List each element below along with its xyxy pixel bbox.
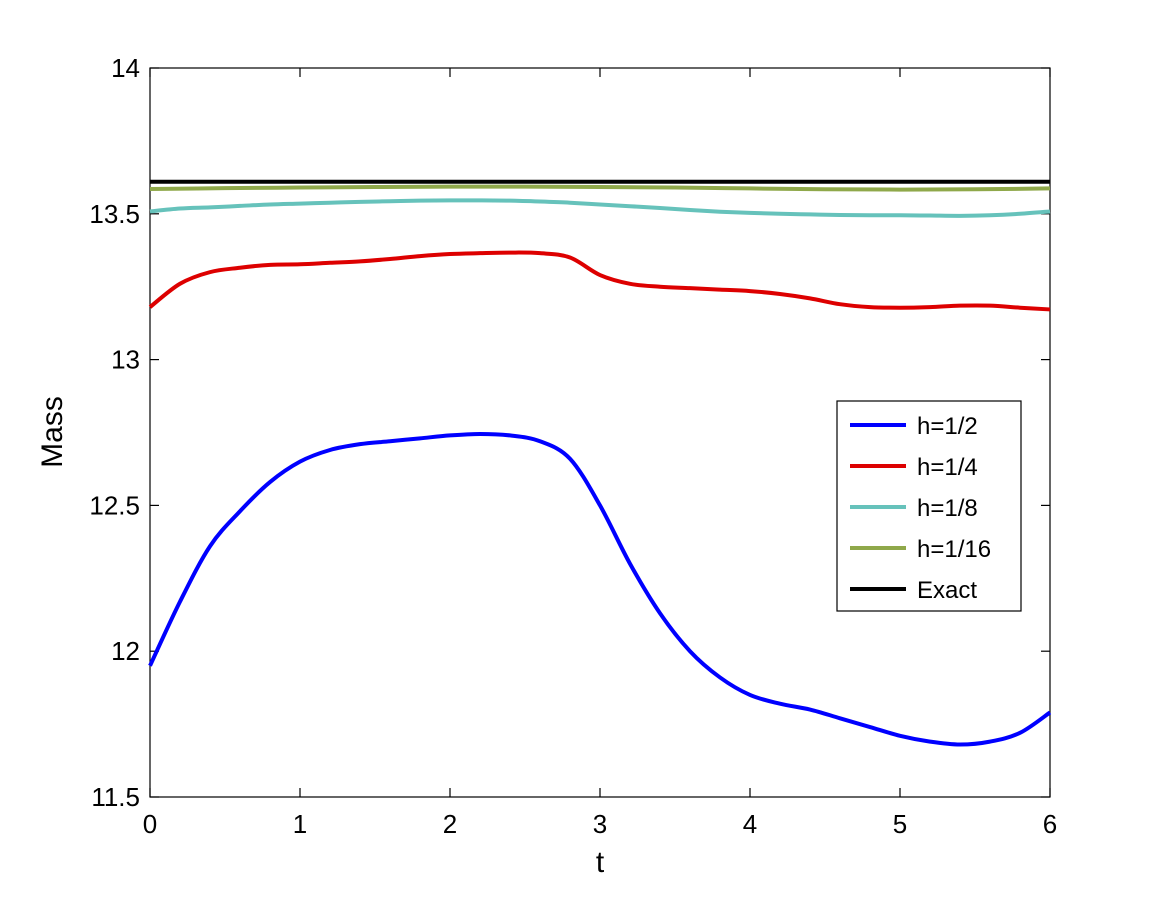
legend-label: h=1/8 xyxy=(917,495,978,522)
series-line-h-1-16 xyxy=(149,184,1051,192)
legend-label: h=1/2 xyxy=(917,413,978,440)
y-tick-label: 13.5 xyxy=(89,199,140,229)
x-tick-label: 1 xyxy=(293,809,307,839)
y-tick-label: 12.5 xyxy=(89,490,140,520)
x-tick-label: 2 xyxy=(443,809,457,839)
x-tick-label: 0 xyxy=(143,809,157,839)
x-tick-label: 3 xyxy=(593,809,607,839)
legend-label: h=1/16 xyxy=(917,536,991,563)
x-axis-title: t xyxy=(596,846,605,879)
lines-layer xyxy=(148,179,1052,747)
y-tick-label: 11.5 xyxy=(91,782,140,812)
y-axis-title: Mass xyxy=(36,396,69,468)
series-line-h-1-8 xyxy=(149,198,1051,218)
y-tick-label: 14 xyxy=(111,53,140,83)
y-tick-label: 13 xyxy=(111,345,140,375)
series-line-h-1-4 xyxy=(148,250,1051,312)
legend-label: h=1/4 xyxy=(917,454,978,481)
x-tick-label: 4 xyxy=(743,809,757,839)
x-tick-label: 5 xyxy=(893,809,907,839)
y-tick-label: 12 xyxy=(111,636,140,666)
legend: h=1/2 h=1/4 h=1/8 h=1/16 Exact xyxy=(836,400,1022,612)
series-line-h-1-2 xyxy=(148,431,1052,747)
legend-label: Exact xyxy=(917,577,977,604)
x-tick-label: 6 xyxy=(1043,809,1057,839)
